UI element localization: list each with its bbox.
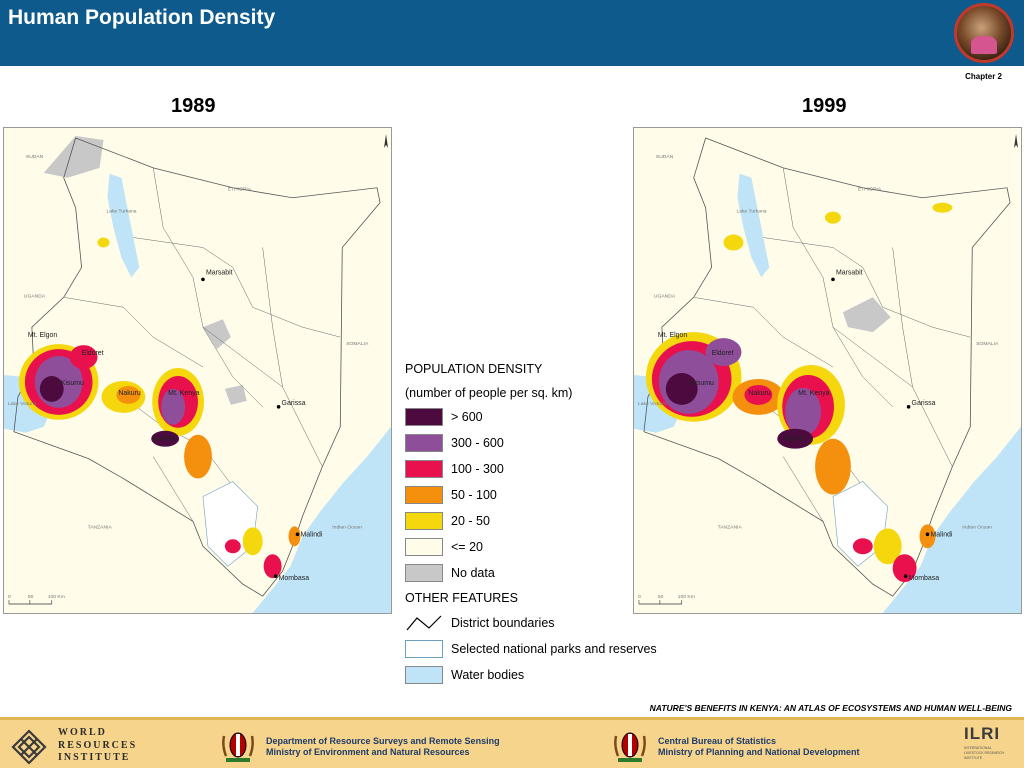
kenya-coat-of-arms-icon — [222, 732, 254, 762]
no-data-area — [842, 297, 891, 333]
label-sudan: SUDAN — [26, 154, 44, 160]
city-kisumu: Kisumu — [691, 380, 714, 387]
legend-class-le20: <= 20 — [405, 538, 705, 558]
legend-class-no-data: No data — [405, 564, 705, 584]
legend-swatch — [405, 640, 443, 658]
svg-text:50: 50 — [658, 594, 664, 600]
city-mombasa: Mombasa — [909, 575, 940, 582]
label-lake-turkana: Lake Turkana — [106, 209, 136, 215]
north-arrow-icon — [1014, 133, 1019, 148]
city-nairobi: Nairobi — [783, 436, 805, 443]
lake-turkana-area — [107, 173, 140, 278]
scale-bar: 0 50 100 Km — [638, 594, 695, 605]
label-lake-victoria: Lake Victoria — [8, 401, 37, 407]
label-uganda: UGANDA — [654, 293, 676, 299]
label-somalia: SOMALIA — [976, 341, 999, 347]
map-1989[interactable]: SUDAN ETHIOPIA UGANDA SOMALIA TANZANIA L… — [3, 127, 392, 614]
legend-swatch — [405, 486, 443, 504]
north-arrow-icon — [384, 133, 389, 148]
ilri-logo: ILRI INTERNATIONAL LIVESTOCK RESEARCH IN… — [964, 724, 1005, 760]
map-year-1999: 1999 — [802, 95, 847, 117]
label-indian-ocean: Indian Ocean — [962, 524, 992, 530]
header-bar: Human Population Density — [0, 0, 1024, 66]
city-malindi: Malindi — [930, 531, 952, 538]
legend-subtitle: (number of people per sq. km) — [405, 386, 573, 400]
label-mt-kenya: Mt. Kenya — [798, 390, 829, 397]
city-marsabit: Marsabit — [206, 269, 233, 276]
legend-national-parks: Selected national parks and reserves — [405, 640, 705, 660]
legend-swatch — [405, 512, 443, 530]
legend-swatch — [405, 460, 443, 478]
kenya-boundary — [643, 137, 1011, 597]
wri-wordmark: WORLD RESOURCES INSTITUTE — [58, 727, 138, 763]
city-nairobi: Nairobi — [153, 436, 175, 443]
legend-swatch — [405, 666, 443, 684]
label-indian-ocean: Indian Ocean — [332, 524, 362, 530]
svg-text:100 Km: 100 Km — [678, 594, 695, 600]
wri-knot-logo-icon — [11, 729, 47, 765]
legend-swatch — [405, 434, 443, 452]
label-ethiopia: ETHIOPIA — [858, 187, 882, 193]
indian-ocean-area — [882, 426, 1021, 613]
svg-text:0: 0 — [8, 594, 11, 600]
page-title: Human Population Density — [8, 6, 276, 29]
legend-class-50-100: 50 - 100 — [405, 486, 705, 506]
label-uganda: UGANDA — [24, 293, 46, 299]
city-eldoret: Eldoret — [712, 350, 734, 357]
label-somalia: SOMALIA — [346, 341, 369, 347]
label-mt-elgon: Mt. Elgon — [28, 332, 57, 339]
legend-swatch — [405, 564, 443, 582]
legend-class-300-600: 300 - 600 — [405, 434, 705, 454]
label-ethiopia: ETHIOPIA — [228, 187, 252, 193]
kenya-coat-of-arms-icon-2 — [614, 732, 646, 762]
cbs-credit: Central Bureau of Statistics Ministry of… — [658, 736, 860, 757]
label-lake-victoria: Lake Victoria — [638, 401, 667, 407]
city-nakuru: Nakuru — [118, 390, 141, 397]
children-photo-icon — [954, 3, 1014, 63]
city-malindi: Malindi — [300, 531, 322, 538]
label-mt-elgon: Mt. Elgon — [658, 332, 687, 339]
label-sudan: SUDAN — [656, 154, 674, 160]
svg-text:100 Km: 100 Km — [48, 594, 65, 600]
legend-other-title: OTHER FEATURES — [405, 591, 518, 605]
chapter-label: Chapter 2 — [965, 72, 1002, 81]
district-boundary-icon — [406, 615, 442, 631]
city-kisumu: Kisumu — [61, 380, 84, 387]
label-tanzania: TANZANIA — [88, 524, 113, 530]
label-tanzania: TANZANIA — [718, 524, 743, 530]
lake-turkana-area — [737, 173, 770, 278]
footer-bar: WORLD RESOURCES INSTITUTE Department of … — [0, 717, 1024, 768]
atlas-caption: NATURE'S BENEFITS IN KENYA: AN ATLAS OF … — [649, 703, 1012, 713]
kenya-boundary — [13, 137, 381, 597]
legend-water-bodies: Water bodies — [405, 666, 705, 686]
scale-bar: 0 50 100 Km — [8, 594, 65, 605]
legend-class-100-300: 100 - 300 — [405, 460, 705, 480]
legend-district-boundaries: District boundaries — [405, 614, 705, 634]
city-garissa: Garissa — [282, 400, 306, 407]
legend-swatch — [405, 408, 443, 426]
legend-title: POPULATION DENSITY — [405, 362, 543, 376]
city-garissa: Garissa — [912, 400, 936, 407]
label-lake-turkana: Lake Turkana — [736, 209, 766, 215]
legend-class-20-50: 20 - 50 — [405, 512, 705, 532]
population-density-1989 — [18, 237, 301, 579]
no-data-area — [43, 135, 104, 178]
label-mt-kenya: Mt. Kenya — [168, 390, 199, 397]
svg-text:50: 50 — [28, 594, 34, 600]
population-density-1999 — [645, 202, 953, 583]
district-boundaries — [63, 167, 341, 522]
dept-credit: Department of Resource Surveys and Remot… — [266, 736, 500, 757]
city-eldoret: Eldoret — [82, 350, 104, 357]
svg-text:0: 0 — [638, 594, 641, 600]
city-marsabit: Marsabit — [836, 269, 863, 276]
city-mombasa: Mombasa — [279, 575, 310, 582]
city-nakuru: Nakuru — [748, 390, 771, 397]
legend-class-gt600: > 600 — [405, 408, 705, 428]
map-year-1989: 1989 — [171, 95, 216, 117]
indian-ocean-area — [252, 426, 391, 613]
legend-swatch — [405, 538, 443, 556]
map-1999[interactable]: SUDAN ETHIOPIA UGANDA SOMALIA TANZANIA L… — [633, 127, 1022, 614]
